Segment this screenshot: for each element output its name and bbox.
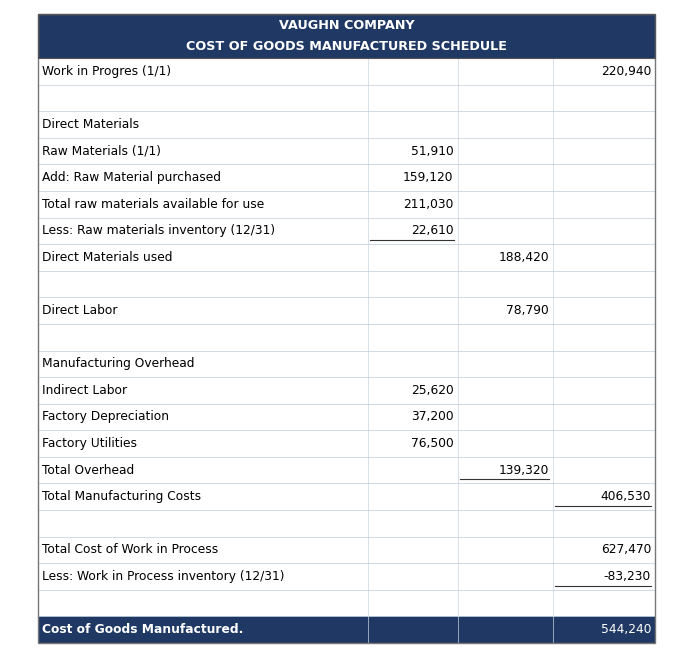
Bar [38, 617, 655, 643]
Bar [38, 350, 655, 377]
Bar [38, 218, 655, 244]
Text: VAUGHN COMPANY: VAUGHN COMPANY [279, 20, 414, 32]
Bar [38, 510, 655, 537]
Bar [38, 430, 655, 457]
Text: Direct Materials: Direct Materials [42, 118, 139, 131]
Text: Work in Progres (1/1): Work in Progres (1/1) [42, 65, 171, 78]
Text: 188,420: 188,420 [499, 251, 549, 264]
Bar [38, 564, 655, 590]
Bar [38, 138, 655, 165]
Bar [38, 244, 655, 271]
Text: Total Cost of Work in Process: Total Cost of Work in Process [42, 543, 218, 556]
Text: Factory Utilities: Factory Utilities [42, 437, 137, 450]
Text: COST OF GOODS MANUFACTURED SCHEDULE: COST OF GOODS MANUFACTURED SCHEDULE [186, 39, 507, 52]
Text: Total Manufacturing Costs: Total Manufacturing Costs [42, 490, 201, 503]
Bar [38, 191, 655, 218]
Bar [38, 590, 655, 617]
Text: -83,230: -83,230 [604, 570, 651, 583]
Text: Add: Raw Material purchased: Add: Raw Material purchased [42, 171, 221, 184]
Text: Raw Materials (1/1): Raw Materials (1/1) [42, 144, 161, 157]
Bar [38, 324, 655, 350]
Text: 211,030: 211,030 [403, 197, 453, 211]
Bar [38, 377, 655, 403]
Bar [38, 14, 655, 58]
Bar [38, 403, 655, 430]
Text: Direct Materials used: Direct Materials used [42, 251, 173, 264]
Text: 37,200: 37,200 [411, 411, 453, 424]
Text: Factory Depreciation: Factory Depreciation [42, 411, 169, 424]
Bar [38, 457, 655, 483]
Text: 76,500: 76,500 [411, 437, 453, 450]
Bar [38, 14, 655, 643]
Bar [38, 58, 655, 85]
Bar [38, 271, 655, 297]
Bar [38, 483, 655, 510]
Text: Direct Labor: Direct Labor [42, 304, 118, 317]
Text: 25,620: 25,620 [411, 384, 453, 397]
Text: Less: Work in Process inventory (12/31): Less: Work in Process inventory (12/31) [42, 570, 285, 583]
Text: 78,790: 78,790 [506, 304, 549, 317]
Bar [38, 537, 655, 564]
Text: 139,320: 139,320 [499, 464, 549, 477]
Text: Less: Raw materials inventory (12/31): Less: Raw materials inventory (12/31) [42, 224, 275, 237]
Bar [38, 14, 655, 58]
Text: Total raw materials available for use: Total raw materials available for use [42, 197, 264, 211]
Text: 159,120: 159,120 [403, 171, 453, 184]
Text: 544,240: 544,240 [601, 623, 651, 636]
Text: 220,940: 220,940 [601, 65, 651, 78]
Text: Manufacturing Overhead: Manufacturing Overhead [42, 358, 195, 370]
Text: 51,910: 51,910 [411, 144, 453, 157]
Bar [38, 85, 655, 111]
Bar [38, 111, 655, 138]
Text: 22,610: 22,610 [411, 224, 453, 237]
Text: 406,530: 406,530 [601, 490, 651, 503]
Bar [38, 165, 655, 191]
Text: 627,470: 627,470 [601, 543, 651, 556]
Text: Total Overhead: Total Overhead [42, 464, 134, 477]
Bar [38, 14, 655, 643]
Text: Cost of Goods Manufactured.: Cost of Goods Manufactured. [42, 623, 244, 636]
Bar [38, 297, 655, 324]
Text: Indirect Labor: Indirect Labor [42, 384, 127, 397]
